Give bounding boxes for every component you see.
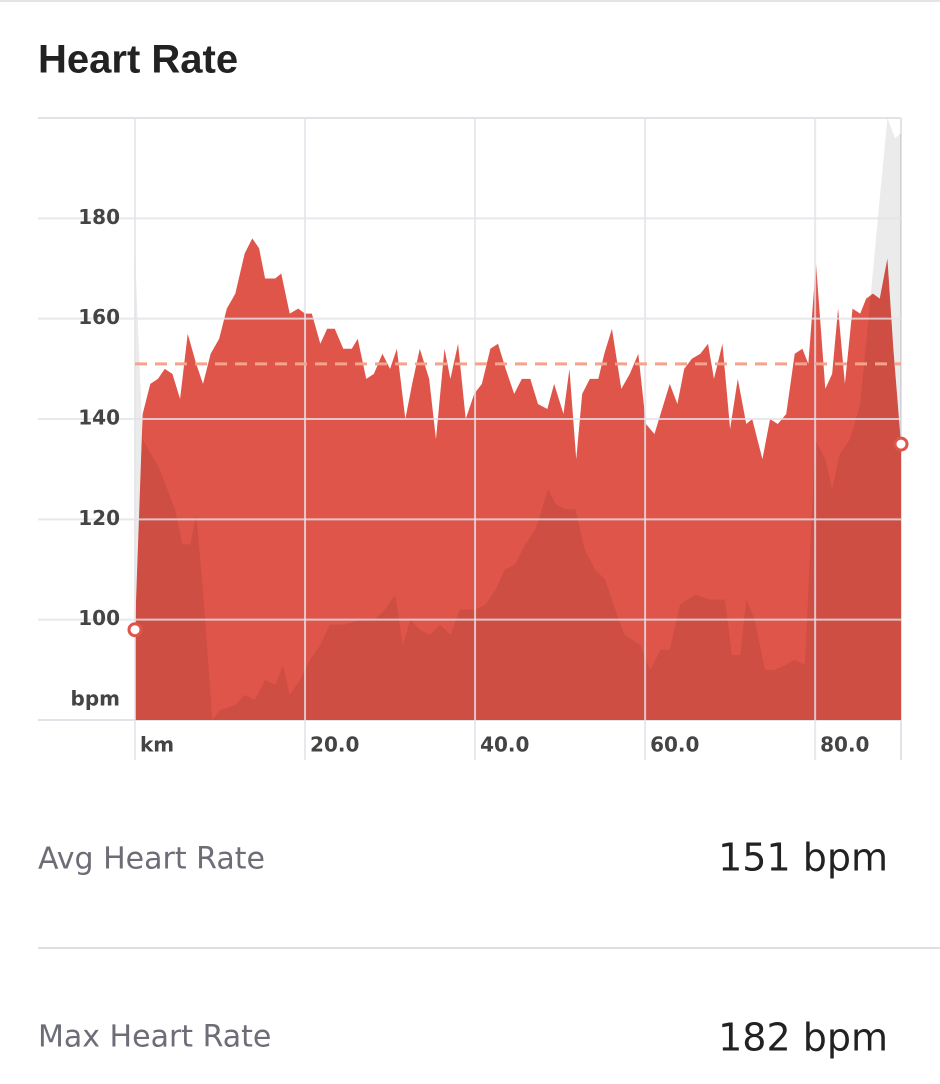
stat-label: Max Heart Rate	[38, 1020, 271, 1055]
x-tick-label: 40.0	[480, 733, 529, 757]
x-tick-label: 80.0	[820, 733, 869, 757]
y-tick-label: 100	[78, 606, 120, 630]
end-marker	[127, 622, 143, 638]
stat-label: Avg Heart Rate	[38, 842, 265, 877]
end-marker	[893, 436, 909, 452]
y-tick-label: 140	[78, 406, 120, 430]
y-axis-label: bpm	[71, 687, 120, 711]
x-tick-label: km	[140, 733, 174, 757]
x-tick-label: 20.0	[310, 733, 359, 757]
y-tick-label: 180	[78, 205, 120, 229]
stat-value: 182 bpm	[718, 1016, 888, 1060]
y-tick-label: 160	[78, 305, 120, 329]
area	[135, 118, 901, 720]
stat-value: 151 bpm	[718, 836, 888, 880]
x-tick-label: 60.0	[650, 733, 699, 757]
y-tick-label: 120	[78, 506, 120, 530]
title: Heart Rate	[38, 38, 238, 82]
area	[135, 238, 901, 720]
